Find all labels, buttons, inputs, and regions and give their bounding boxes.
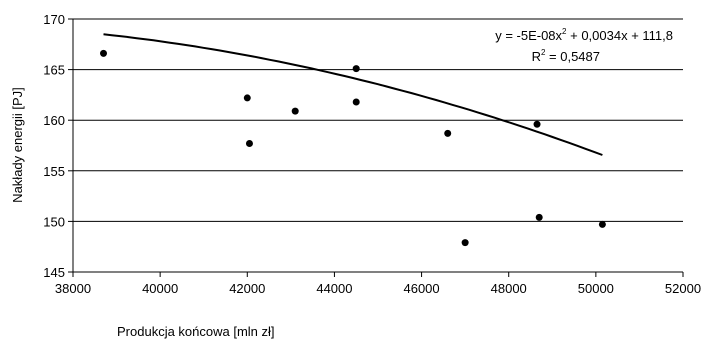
x-tick-label: 50000 <box>578 281 614 296</box>
data-point-4 <box>291 107 299 115</box>
data-point-10 <box>535 213 543 221</box>
x-tick-label: 42000 <box>229 281 265 296</box>
y-tick-label: 170 <box>43 12 65 27</box>
gridlines <box>68 18 683 273</box>
data-point-11 <box>598 220 606 228</box>
axes <box>72 19 684 277</box>
x-tick-label: 44000 <box>316 281 352 296</box>
x-tick-labels: 38000 40000 42000 44000 46000 48000 50000 52000 <box>55 281 701 296</box>
r-squared-label: R2 = 0,5487 <box>532 48 600 64</box>
y-tick-label: 155 <box>43 164 65 179</box>
data-point-6 <box>352 98 360 106</box>
data-points <box>100 49 606 247</box>
y-axis-title: Nakłady energii [PJ] <box>10 87 25 203</box>
x-tick-label: 48000 <box>491 281 527 296</box>
data-point-3 <box>245 139 253 147</box>
data-point-7 <box>444 129 452 137</box>
x-axis-title: Produkcja końcowa [mln zł] <box>117 324 275 339</box>
data-point-2 <box>243 94 251 102</box>
data-point-1 <box>100 49 107 57</box>
trendline <box>103 33 603 156</box>
trendline-equation: y = -5E-08x2 + 0,0034x + 111,8 <box>495 27 673 43</box>
x-tick-label: 46000 <box>403 281 439 296</box>
x-tick-label: 40000 <box>142 281 178 296</box>
y-tick-label: 165 <box>43 63 65 78</box>
y-tick-label: 145 <box>43 265 65 280</box>
x-tick-label: 52000 <box>665 281 701 296</box>
y-tick-label: 150 <box>43 214 65 229</box>
x-tick-label: 38000 <box>55 281 91 296</box>
y-tick-labels: 145 150 155 160 165 170 <box>43 12 65 280</box>
data-point-9 <box>533 120 541 128</box>
y-tick-label: 160 <box>43 113 65 128</box>
data-point-8 <box>461 239 469 247</box>
data-point-5 <box>352 65 360 73</box>
